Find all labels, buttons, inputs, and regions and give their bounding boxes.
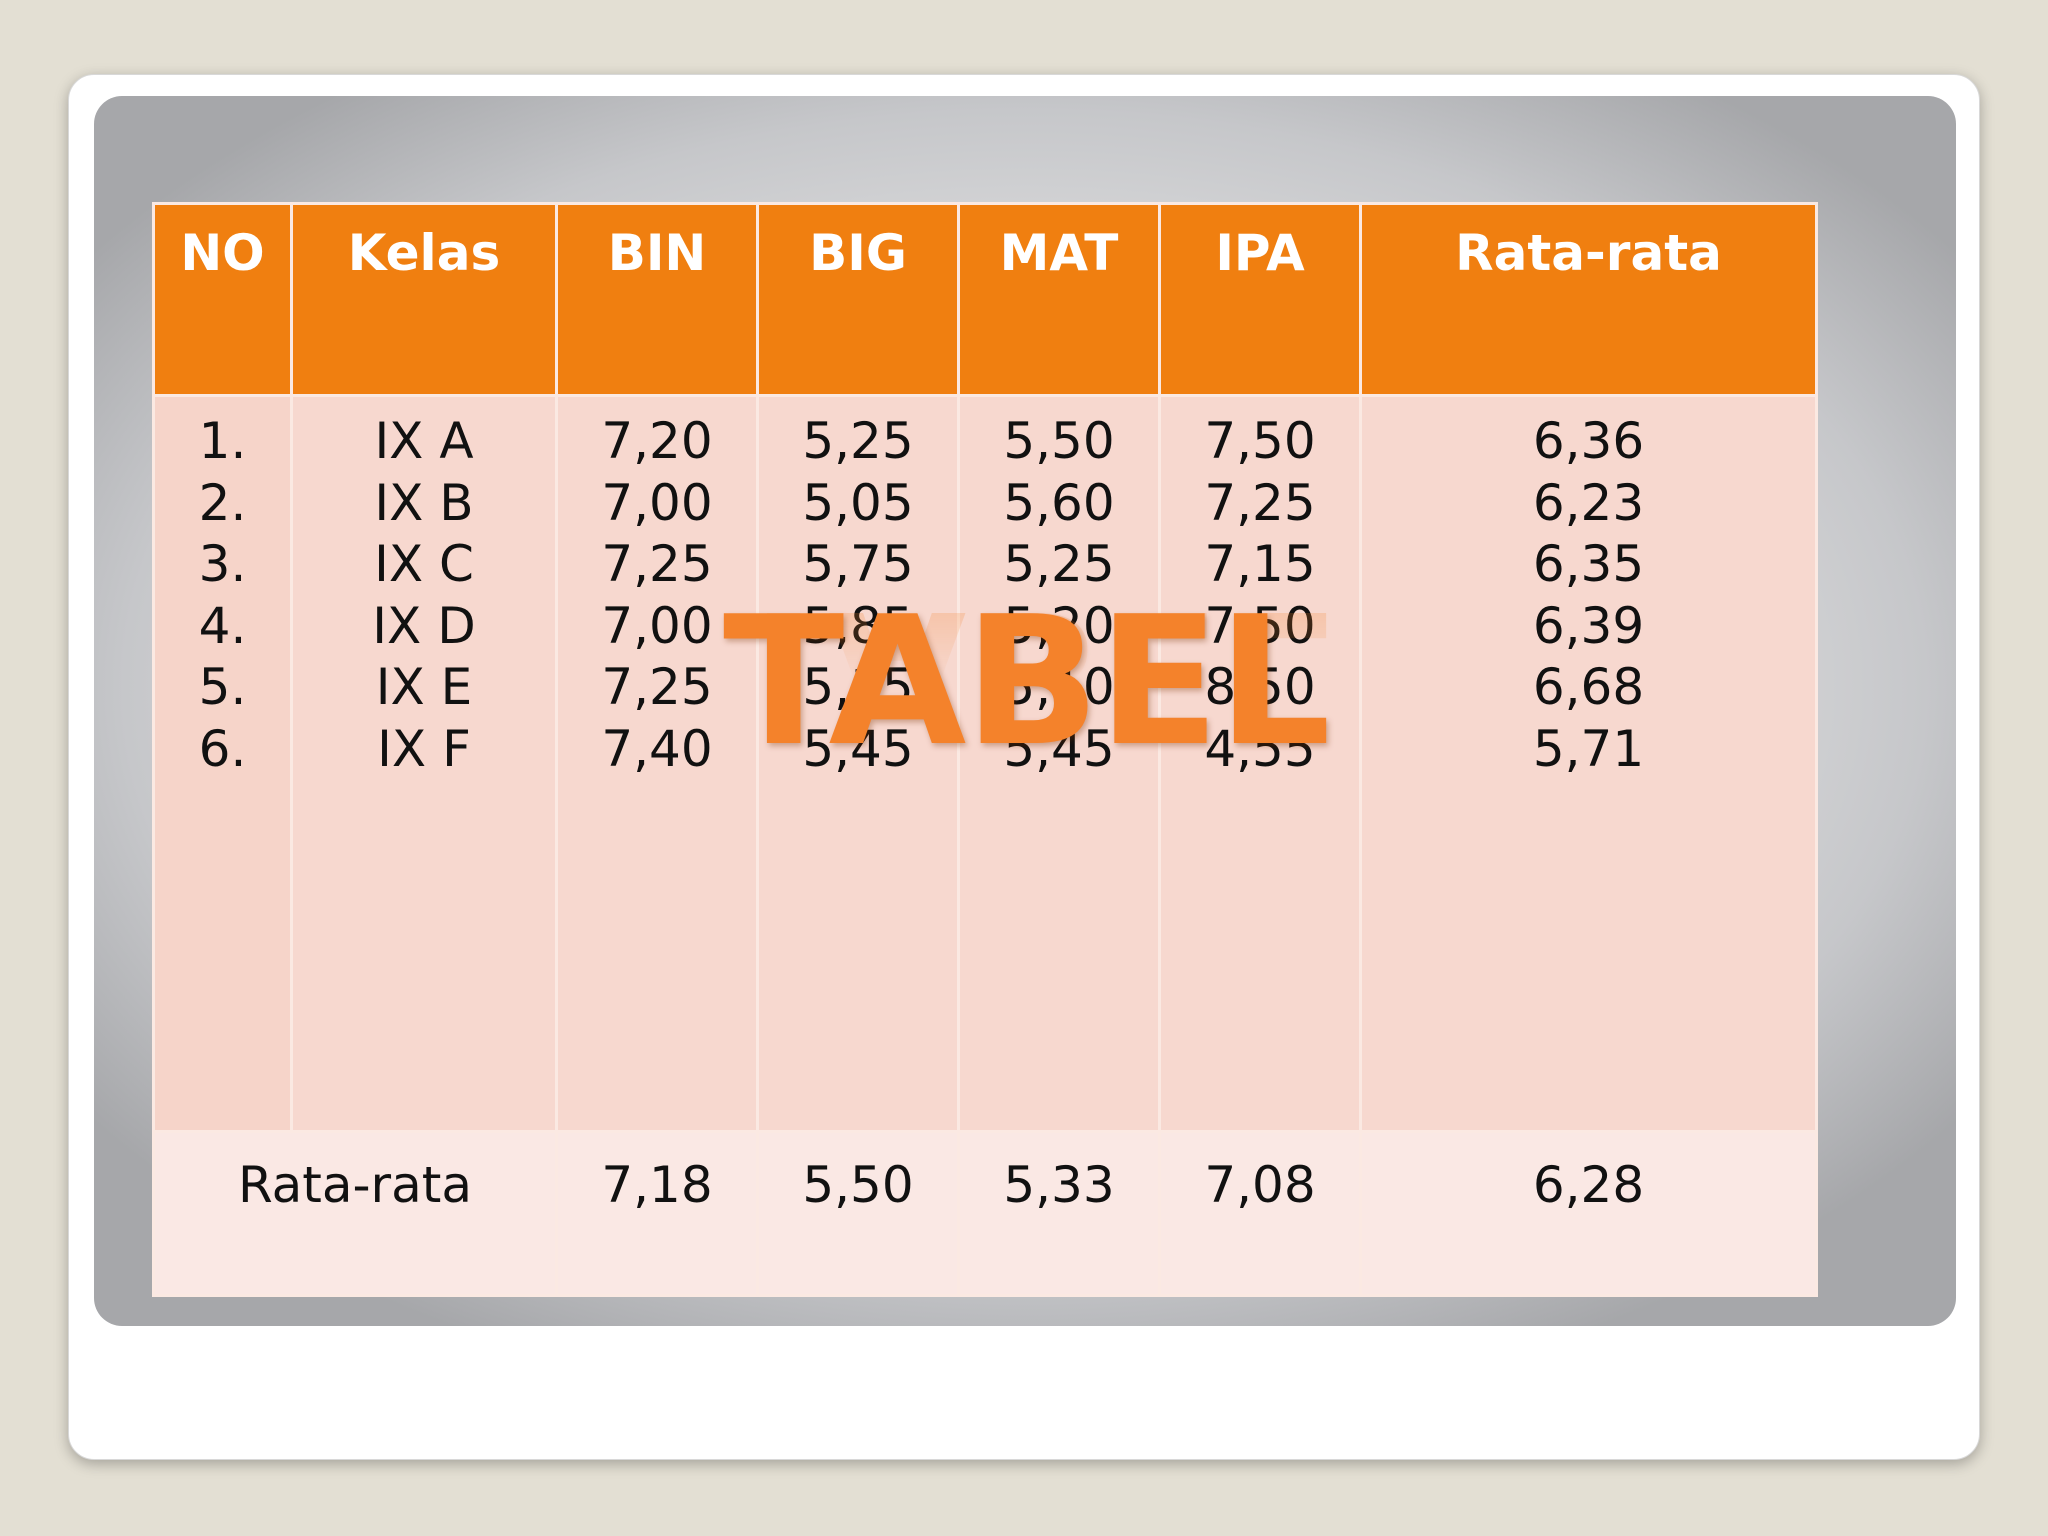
table-body-row: 1. 2. 3. 4. 5. 6. IX A IX B IX C IX D IX… [152,394,1818,1133]
cell-bin: 7,25 [601,658,713,716]
footer-ipa: 7,08 [1158,1130,1362,1297]
cell-rata-rata: 6,35 [1532,535,1645,593]
cell-no: 6. [198,719,247,778]
column-bin: 7,20 7,00 7,25 7,00 7,25 7,40 [555,394,759,1133]
cell-kelas: IX E [375,658,473,716]
column-no: 1. 2. 3. 4. 5. 6. [152,394,293,1133]
cell-big: 5,45 [802,719,914,778]
data-table: NO Kelas BIN BIG MAT IPA Rata-rata 1. 2.… [152,202,1818,1297]
cell-mat: 5,25 [1003,535,1115,593]
cell-ipa: 8,50 [1204,658,1316,716]
cell-kelas: IX C [374,535,474,593]
footer-big: 5,50 [756,1130,960,1297]
cell-kelas: IX D [372,596,476,655]
table-header-row: NO Kelas BIN BIG MAT IPA Rata-rata [152,202,1818,397]
cell-kelas: IX F [377,719,471,778]
cell-mat: 5,10 [1003,658,1115,716]
header-ipa: IPA [1158,202,1362,397]
cell-big: 5,25 [802,412,914,470]
cell-bin: 7,00 [601,596,713,655]
cell-big: 5,15 [802,658,914,716]
header-no: NO [152,202,293,397]
cell-big: 5,05 [802,473,914,532]
cell-rata-rata: 6,23 [1532,473,1645,532]
column-kelas: IX A IX B IX C IX D IX E IX F [290,394,558,1133]
cell-mat: 5,60 [1003,473,1115,532]
cell-rata-rata: 6,68 [1532,658,1645,716]
column-rata-rata: 6,36 6,23 6,35 6,39 6,68 5,71 [1359,394,1818,1133]
cell-bin: 7,25 [601,535,713,593]
footer-label: Rata-rata [152,1130,558,1297]
cell-mat: 5,45 [1003,719,1115,778]
cell-no: 2. [198,473,247,532]
header-mat: MAT [957,202,1161,397]
cell-mat: 5,20 [1003,596,1115,655]
header-rata-rata: Rata-rata [1359,202,1818,397]
cell-rata-rata: 6,39 [1532,596,1645,655]
cell-rata-rata: 6,36 [1532,412,1645,470]
header-bin: BIN [555,202,759,397]
column-ipa: 7,50 7,25 7,15 7,50 8,50 4,55 [1158,394,1362,1133]
cell-no: 4. [198,596,247,655]
header-kelas: Kelas [290,202,558,397]
cell-no: 5. [198,658,247,716]
cell-ipa: 7,15 [1204,535,1316,593]
cell-no: 3. [198,535,247,593]
column-big: 5,25 5,05 5,75 5,85 5,15 5,45 [756,394,960,1133]
cell-kelas: IX A [374,412,474,470]
cell-big: 5,85 [802,596,914,655]
footer-bin: 7,18 [555,1130,759,1297]
cell-kelas: IX B [374,473,474,532]
cell-ipa: 7,25 [1204,473,1316,532]
header-big: BIG [756,202,960,397]
cell-no: 1. [198,412,247,470]
cell-bin: 7,00 [601,473,713,532]
cell-bin: 7,40 [601,719,713,778]
cell-ipa: 7,50 [1204,596,1316,655]
cell-ipa: 4,55 [1204,719,1316,778]
cell-bin: 7,20 [601,412,713,470]
footer-mat: 5,33 [957,1130,1161,1297]
table-footer-row: Rata-rata 7,18 5,50 5,33 7,08 6,28 [152,1130,1818,1297]
cell-mat: 5,50 [1003,412,1115,470]
column-mat: 5,50 5,60 5,25 5,20 5,10 5,45 [957,394,1161,1133]
cell-ipa: 7,50 [1204,412,1316,470]
footer-rata-rata: 6,28 [1359,1130,1818,1297]
cell-big: 5,75 [802,535,914,593]
cell-rata-rata: 5,71 [1532,719,1645,778]
